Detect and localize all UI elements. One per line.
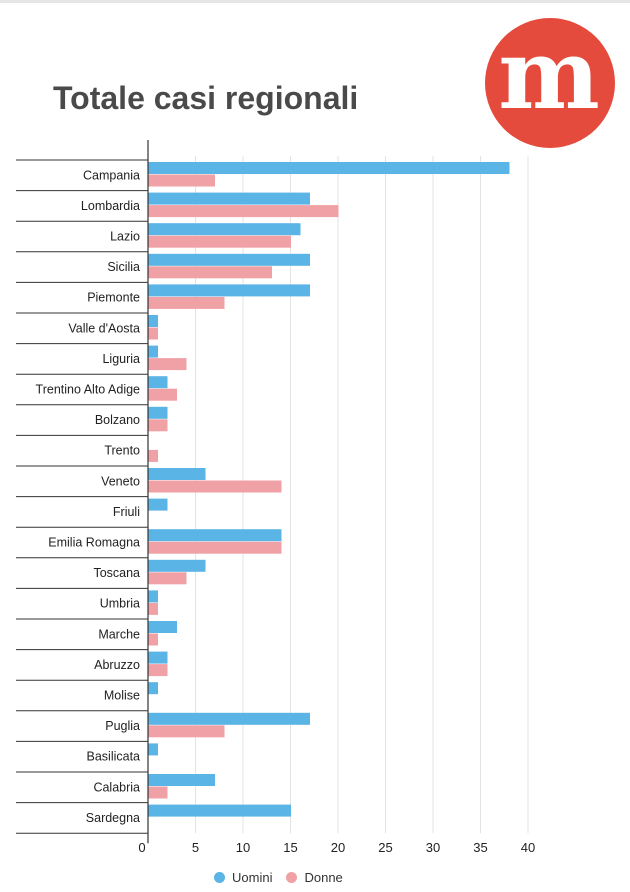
bar-uomini xyxy=(148,621,177,633)
category-label: Molise xyxy=(104,689,140,703)
bar-uomini xyxy=(148,743,158,756)
legend-label-uomini: Uomini xyxy=(232,870,273,885)
category-label: Lombardia xyxy=(81,199,140,213)
bar-donne xyxy=(148,541,282,554)
bar-donne xyxy=(148,358,187,371)
category-label: Sardegna xyxy=(86,811,140,825)
category-label: Trento xyxy=(104,444,140,458)
bar-donne xyxy=(148,602,158,615)
bar-donne xyxy=(148,327,158,340)
category-label: Umbria xyxy=(100,597,140,611)
category-label: Sicilia xyxy=(107,260,140,274)
category-label: Veneto xyxy=(101,474,140,488)
legend-label-donne: Donne xyxy=(304,870,343,885)
bar-uomini xyxy=(148,498,168,511)
bar-uomini xyxy=(148,162,510,174)
bar-uomini xyxy=(148,345,158,358)
legend-dot-uomini xyxy=(214,872,225,883)
bar-donne xyxy=(148,388,177,401)
bar-uomini xyxy=(148,774,215,786)
x-tick-label: 0 xyxy=(138,840,145,855)
category-label: Bolzano xyxy=(95,413,140,427)
chart-title: Totale casi regionali xyxy=(53,80,359,116)
top-divider xyxy=(0,0,630,3)
category-label: Calabria xyxy=(93,780,140,794)
bar-uomini xyxy=(148,804,291,817)
category-label: Abruzzo xyxy=(94,658,140,672)
bar-donne xyxy=(148,419,168,432)
bar-donne xyxy=(148,205,339,218)
m-logo-icon: m xyxy=(485,18,615,148)
bar-uomini xyxy=(148,192,310,205)
bar-donne xyxy=(148,572,187,585)
category-label: Marche xyxy=(98,627,140,641)
category-label: Toscana xyxy=(93,566,140,580)
chart-legend: Uomini Donne xyxy=(214,870,351,885)
x-tick-label: 40 xyxy=(521,840,535,855)
bar-uomini xyxy=(148,223,301,236)
category-label: Trentino Alto Adige xyxy=(36,383,141,397)
x-tick-label: 35 xyxy=(473,840,487,855)
category-label: Basilicata xyxy=(87,750,141,764)
bar-uomini xyxy=(148,406,168,419)
x-tick-label: 25 xyxy=(378,840,392,855)
bar-chart: Campania Lombardia Lazio Sicilia Piemonte Val… xyxy=(16,140,535,855)
svg-text:m: m xyxy=(498,18,600,131)
bar-donne xyxy=(148,633,158,646)
category-label: Emilia Romagna xyxy=(48,536,140,550)
x-tick-label: 20 xyxy=(331,840,345,855)
bar-donne xyxy=(148,449,158,462)
category-label: Campania xyxy=(83,168,140,182)
bar-uomini xyxy=(148,468,206,480)
x-tick-label: 5 xyxy=(192,840,199,855)
category-label: Piemonte xyxy=(87,291,140,305)
bar-uomini xyxy=(148,376,168,389)
category-label: Liguria xyxy=(102,352,140,366)
bar-uomini xyxy=(148,253,310,266)
category-label: Friuli xyxy=(113,505,140,519)
bar-donne xyxy=(148,725,225,738)
bar-donne xyxy=(148,786,168,799)
bar-uomini xyxy=(148,559,206,572)
legend-item-donne: Donne xyxy=(286,870,343,885)
bar-donne xyxy=(148,235,291,248)
bar-donne xyxy=(148,664,168,677)
category-label: Puglia xyxy=(105,719,140,733)
bar-uomini xyxy=(148,682,158,695)
bar-donne xyxy=(148,480,282,493)
bar-donne xyxy=(148,296,225,309)
bar-donne xyxy=(148,266,272,279)
bar-uomini xyxy=(148,284,310,297)
bar-uomini xyxy=(148,529,282,542)
bar-uomini xyxy=(148,315,158,327)
x-tick-label: 30 xyxy=(426,840,440,855)
x-tick-label: 10 xyxy=(236,840,250,855)
legend-item-uomini: Uomini xyxy=(214,870,272,885)
legend-dot-donne xyxy=(286,872,298,883)
bar-uomini xyxy=(148,712,310,725)
category-label: Lazio xyxy=(110,230,140,244)
bar-donne xyxy=(148,174,215,187)
x-tick-label: 15 xyxy=(283,840,297,855)
bar-uomini xyxy=(148,590,158,603)
bar-uomini xyxy=(148,651,168,664)
category-label: Valle d'Aosta xyxy=(68,321,140,335)
